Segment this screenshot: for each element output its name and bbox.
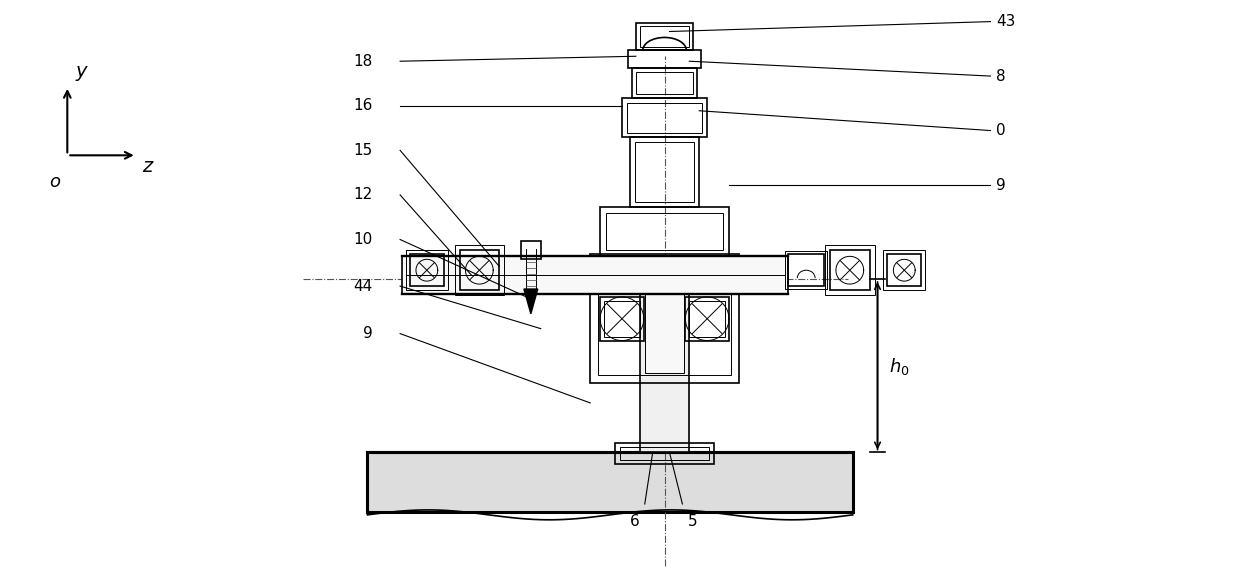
Text: 5: 5 xyxy=(688,514,698,529)
Bar xyxy=(627,103,703,133)
Bar xyxy=(629,137,699,207)
Bar xyxy=(887,255,921,286)
Text: 10: 10 xyxy=(353,232,373,247)
Bar xyxy=(410,255,444,286)
Bar xyxy=(520,242,540,259)
Bar xyxy=(368,453,852,512)
Text: y: y xyxy=(76,62,87,81)
Bar xyxy=(689,301,725,336)
Polygon shape xyxy=(524,289,538,314)
Text: 43: 43 xyxy=(996,14,1016,29)
Bar xyxy=(685,297,729,340)
Bar xyxy=(636,23,694,50)
Bar xyxy=(883,251,926,290)
Text: o: o xyxy=(50,173,61,191)
Bar xyxy=(825,245,875,295)
Text: 44: 44 xyxy=(353,279,373,294)
Text: 0: 0 xyxy=(996,123,1006,138)
Text: 6: 6 xyxy=(629,514,639,529)
Bar xyxy=(598,262,731,375)
Text: $h_0$: $h_0$ xyxy=(890,356,909,377)
Bar xyxy=(628,50,701,68)
Bar xyxy=(644,265,684,373)
Text: 8: 8 xyxy=(996,68,1006,84)
Bar xyxy=(403,256,788,294)
Bar xyxy=(636,72,694,94)
Bar xyxy=(460,251,499,290)
Bar xyxy=(786,251,826,289)
Bar xyxy=(590,255,738,383)
Bar xyxy=(830,251,870,290)
Bar xyxy=(639,259,689,453)
Bar xyxy=(455,245,504,295)
Text: 16: 16 xyxy=(353,98,373,113)
Bar xyxy=(600,297,644,340)
Bar xyxy=(620,447,709,460)
Bar xyxy=(606,213,724,251)
Text: 15: 15 xyxy=(353,143,373,158)
Bar xyxy=(605,301,639,336)
Bar xyxy=(639,26,689,47)
Text: 18: 18 xyxy=(353,54,373,69)
Bar xyxy=(788,255,824,286)
Bar xyxy=(622,98,707,137)
Bar xyxy=(634,142,694,202)
Bar xyxy=(615,443,714,464)
Text: 12: 12 xyxy=(353,187,373,203)
Text: 9: 9 xyxy=(363,326,373,341)
Bar xyxy=(600,207,729,256)
Text: 9: 9 xyxy=(996,178,1006,193)
Bar xyxy=(406,251,447,290)
Text: z: z xyxy=(141,157,152,176)
Bar xyxy=(632,68,698,98)
